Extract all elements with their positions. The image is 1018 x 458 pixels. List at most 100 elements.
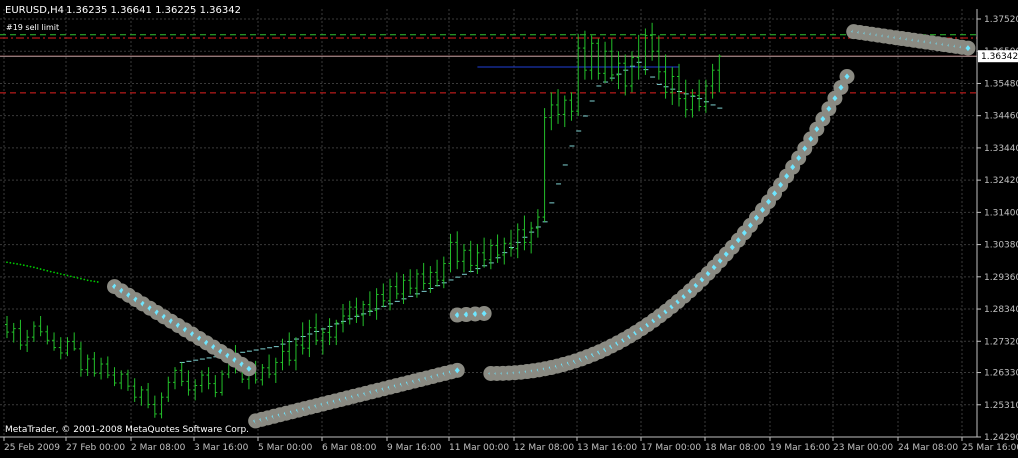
candle (186, 370, 191, 396)
candle (529, 221, 534, 254)
signal-diamond-icon (454, 367, 460, 374)
x-tick-label: 9 Mar 16:00 (387, 443, 442, 453)
candle (334, 319, 339, 346)
signal-diamond-icon (802, 145, 808, 152)
ma-dot (29, 265, 32, 268)
signal-diamond-icon (472, 310, 478, 317)
candle (152, 395, 157, 418)
candle (428, 266, 433, 293)
candle (394, 272, 399, 300)
candle (119, 370, 124, 390)
candle (65, 337, 70, 357)
y-tick-label: 1.33440 (984, 144, 1018, 154)
candle (616, 51, 621, 90)
ma-dot (86, 279, 89, 282)
candle (623, 54, 628, 96)
candle (112, 367, 117, 387)
order-label: #19 sell limit (6, 23, 59, 32)
ma-dot (16, 263, 18, 265)
candle (38, 315, 43, 337)
candle (193, 379, 198, 401)
signal-diamond-icon (796, 154, 802, 161)
ma-dot (19, 263, 22, 266)
candle (132, 378, 137, 402)
signal-marker (449, 362, 465, 378)
candle (582, 30, 587, 80)
candle (636, 34, 641, 80)
signal-diamond-icon (784, 173, 790, 180)
candle (213, 375, 218, 398)
x-tick-label: 6 Mar 08:00 (322, 443, 377, 453)
candle (475, 243, 480, 274)
ma-dot (76, 277, 79, 279)
ma-dot (66, 274, 69, 277)
candle (18, 319, 23, 350)
y-tick-label: 1.35480 (984, 79, 1018, 89)
signal-diamond-icon (481, 310, 487, 317)
candle (556, 89, 561, 124)
candle (603, 41, 608, 83)
y-tick-label: 1.34460 (984, 112, 1018, 122)
candle (656, 35, 661, 80)
horizontal-levels (0, 34, 977, 94)
candle (287, 332, 292, 366)
candle (549, 92, 554, 131)
y-tick-label: 1.37520 (984, 15, 1018, 25)
candle (509, 229, 513, 257)
signal-diamond-icon (820, 116, 826, 123)
signal-diamond-icon (814, 126, 820, 133)
signal-diamond-icon (838, 84, 844, 91)
candle (495, 234, 500, 263)
candle (99, 357, 104, 380)
candle (535, 209, 540, 238)
candle (25, 329, 30, 353)
quote-label: 1.36235 1.36641 1.36225 1.36342 (66, 5, 241, 16)
ma-dot (32, 266, 35, 269)
candle (78, 341, 83, 377)
signal-diamond-icon (454, 312, 460, 319)
candle (562, 95, 567, 128)
candle (5, 315, 9, 339)
candle (461, 243, 466, 273)
symbol-label: EURUSD,H4 (5, 5, 64, 16)
signal-diamond-icon (747, 222, 753, 229)
x-tick-label: 19 Mar 16:00 (770, 443, 830, 453)
ma-dot (22, 264, 25, 267)
candle (435, 259, 440, 287)
signal-markers (107, 24, 976, 429)
current-price-box (978, 50, 1018, 63)
signal-marker (833, 79, 849, 95)
candle (72, 332, 77, 351)
y-tick-label: 1.27320 (984, 337, 1018, 347)
x-tick-label: 11 Mar 00:00 (449, 443, 509, 453)
ma-dot (63, 273, 66, 276)
candle (414, 269, 419, 298)
signal-diamond-icon (772, 190, 778, 197)
candle (643, 28, 648, 75)
candle (341, 303, 345, 333)
ma-dot (93, 280, 96, 283)
candle (683, 79, 688, 118)
candle (166, 376, 171, 402)
candle (569, 92, 574, 121)
candle (125, 369, 130, 391)
axes: 1.375201.365001.354801.344601.334401.324… (0, 9, 1018, 453)
candle (468, 240, 473, 273)
y-tick-label: 1.28340 (984, 305, 1018, 315)
ma-dot (46, 269, 49, 272)
candle (293, 337, 298, 371)
x-tick-label: 27 Feb 00:00 (66, 443, 125, 453)
candle (146, 382, 151, 409)
candle (677, 63, 681, 107)
ma-dot (36, 267, 39, 270)
candle (629, 51, 634, 93)
candle (267, 354, 272, 379)
candle (320, 327, 325, 355)
ma-dot (49, 270, 52, 273)
y-tick-label: 1.26330 (984, 369, 1018, 379)
signal-diamond-icon (790, 164, 796, 171)
ma-dot (56, 272, 59, 275)
